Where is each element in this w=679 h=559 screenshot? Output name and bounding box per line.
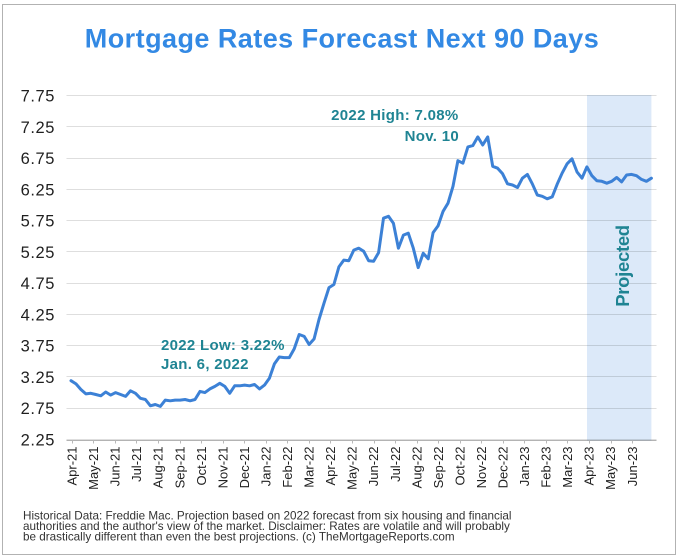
svg-text:5.25: 5.25 xyxy=(21,244,55,262)
svg-text:Sep-21: Sep-21 xyxy=(172,447,187,489)
svg-text:7.25: 7.25 xyxy=(21,119,55,137)
svg-text:Aug-21: Aug-21 xyxy=(151,447,166,489)
svg-text:Mortgage Rates Forecast Next 9: Mortgage Rates Forecast Next 90 Days xyxy=(85,23,599,53)
svg-text:Jun-21: Jun-21 xyxy=(108,447,123,487)
svg-text:Dec-22: Dec-22 xyxy=(495,447,510,489)
svg-text:2022 Low: 3.22%: 2022 Low: 3.22% xyxy=(161,337,285,354)
svg-text:Jun-22: Jun-22 xyxy=(366,447,381,487)
svg-text:Nov-22: Nov-22 xyxy=(474,447,489,489)
svg-text:Jan. 6, 2022: Jan. 6, 2022 xyxy=(161,356,249,373)
svg-text:Apr-21: Apr-21 xyxy=(64,447,79,486)
svg-text:3.75: 3.75 xyxy=(21,338,55,356)
svg-text:7.75: 7.75 xyxy=(21,88,55,106)
svg-text:Jun-23: Jun-23 xyxy=(625,447,640,487)
svg-text:be drastically different than: be drastically different than even the b… xyxy=(23,530,455,543)
svg-text:Mar-22: Mar-22 xyxy=(302,447,317,488)
svg-text:Jan-22: Jan-22 xyxy=(258,447,273,487)
svg-text:2022 High: 7.08%: 2022 High: 7.08% xyxy=(331,107,458,124)
svg-text:Sep-22: Sep-22 xyxy=(431,447,446,489)
svg-text:Oct-22: Oct-22 xyxy=(452,447,467,486)
svg-text:Oct-21: Oct-21 xyxy=(194,447,209,486)
svg-text:Mar-23: Mar-23 xyxy=(560,447,575,488)
svg-text:Nov. 10: Nov. 10 xyxy=(405,128,459,145)
svg-text:4.25: 4.25 xyxy=(21,306,55,324)
svg-text:6.75: 6.75 xyxy=(21,150,55,168)
svg-text:Feb-22: Feb-22 xyxy=(280,447,295,488)
svg-text:May-21: May-21 xyxy=(86,447,101,490)
svg-text:Apr-22: Apr-22 xyxy=(323,447,338,486)
svg-text:Jul-22: Jul-22 xyxy=(388,447,403,482)
svg-text:authorities and the author's v: authorities and the author's view of the… xyxy=(23,520,510,533)
svg-text:Historical Data: Freddie Mac.: Historical Data: Freddie Mac. Projection… xyxy=(23,509,512,522)
svg-text:5.75: 5.75 xyxy=(21,213,55,231)
svg-text:3.25: 3.25 xyxy=(21,369,55,387)
svg-text:Dec-21: Dec-21 xyxy=(237,447,252,489)
svg-text:Aug-22: Aug-22 xyxy=(409,447,424,489)
svg-text:May-22: May-22 xyxy=(345,447,360,490)
svg-text:May-23: May-23 xyxy=(603,447,618,490)
svg-text:Nov-21: Nov-21 xyxy=(215,447,230,489)
svg-text:Projected: Projected xyxy=(612,225,633,307)
svg-text:6.25: 6.25 xyxy=(21,181,55,199)
svg-text:2.75: 2.75 xyxy=(21,400,55,418)
svg-text:2.25: 2.25 xyxy=(21,432,55,450)
svg-text:Jan-23: Jan-23 xyxy=(517,447,532,487)
svg-text:Jul-21: Jul-21 xyxy=(129,447,144,482)
svg-text:Apr-23: Apr-23 xyxy=(582,447,597,486)
svg-text:Feb-23: Feb-23 xyxy=(539,447,554,488)
svg-text:4.75: 4.75 xyxy=(21,275,55,293)
